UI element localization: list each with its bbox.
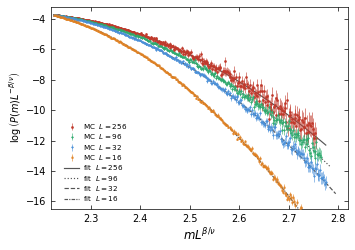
fit  $L = 256$ — [248, 87, 252, 90]
Line: fit  $L = 32$: fit $L = 32$ — [54, 15, 336, 194]
fit  $L = 16$ — [262, 165, 267, 168]
Line: fit  $L = 96$: fit $L = 96$ — [54, 15, 331, 167]
fit  $L = 32$ — [256, 116, 261, 119]
fit  $L = 96$ — [161, 46, 165, 49]
fit  $L = 96$ — [51, 13, 56, 16]
fit  $L = 16$ — [87, 25, 91, 28]
fit  $L = 32$ — [163, 52, 168, 55]
Line: fit  $L = 256$: fit $L = 256$ — [54, 15, 326, 145]
fit  $L = 96$ — [85, 19, 89, 22]
fit  $L = 32$ — [255, 115, 259, 118]
fit  $L = 32$ — [229, 94, 233, 97]
fit  $L = 96$ — [253, 101, 257, 104]
Y-axis label: $\log\left(P(m)L^{-\beta/\nu}\right)$: $\log\left(P(m)L^{-\beta/\nu}\right)$ — [7, 72, 23, 144]
fit  $L = 16$ — [235, 134, 239, 138]
fit  $L = 256$ — [249, 88, 253, 91]
fit  $L = 256$ — [324, 144, 328, 146]
fit  $L = 96$ — [226, 82, 230, 85]
fit  $L = 32$ — [85, 20, 89, 24]
fit  $L = 256$ — [159, 41, 164, 44]
fit  $L = 16$ — [167, 72, 171, 76]
X-axis label: $mL^{\beta/\nu}$: $mL^{\beta/\nu}$ — [183, 226, 216, 243]
fit  $L = 96$ — [251, 100, 256, 103]
fit  $L = 256$ — [140, 34, 144, 36]
fit  $L = 256$ — [84, 18, 88, 21]
fit  $L = 256$ — [223, 72, 227, 75]
fit  $L = 16$ — [147, 58, 151, 61]
Line: fit  $L = 16$: fit $L = 16$ — [54, 15, 345, 250]
fit  $L = 32$ — [51, 13, 56, 16]
fit  $L = 32$ — [143, 42, 148, 45]
Legend: MC  $L = 256$, MC  $L = 96$, MC  $L = 32$, MC  $L = 16$, fit  $L = 256$, fit  $L: MC $L = 256$, MC $L = 96$, MC $L = 32$, … — [64, 122, 127, 203]
fit  $L = 96$ — [329, 166, 333, 169]
fit  $L = 16$ — [51, 13, 56, 16]
fit  $L = 256$ — [51, 13, 56, 16]
fit  $L = 16$ — [264, 166, 268, 169]
fit  $L = 32$ — [334, 192, 338, 195]
fit  $L = 96$ — [142, 37, 146, 40]
